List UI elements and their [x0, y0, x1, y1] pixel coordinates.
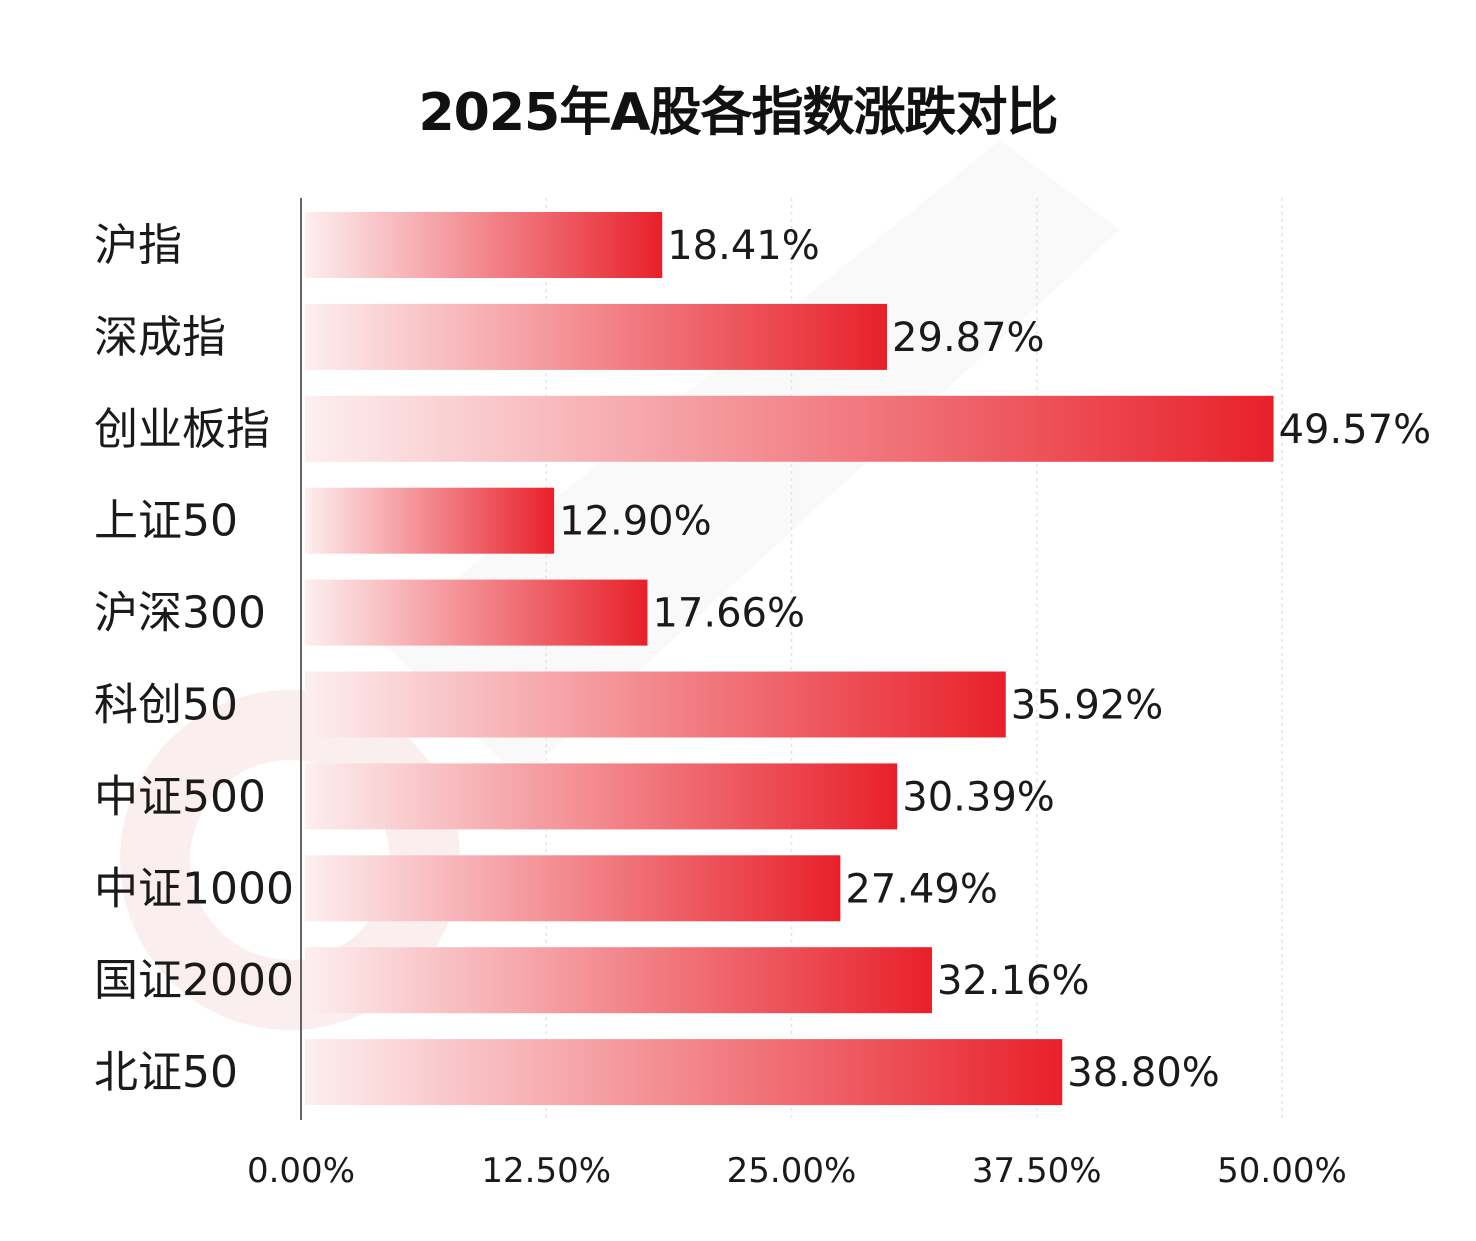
bar: [305, 303, 888, 370]
x-tick-label: 12.50%: [481, 1151, 611, 1191]
category-label: 中证1000: [94, 863, 294, 914]
bar: [305, 763, 898, 830]
bar: [305, 395, 1274, 462]
bar: [305, 1039, 1063, 1106]
category-label: 北证50: [94, 1047, 238, 1098]
data-label: 38.80%: [1067, 1050, 1220, 1096]
category-label: 科创50: [94, 680, 238, 731]
category-label: 上证50: [94, 496, 238, 547]
data-label: 17.66%: [652, 591, 805, 637]
bar: [305, 855, 841, 922]
x-tick-label: 37.50%: [972, 1151, 1102, 1191]
data-label: 49.57%: [1279, 407, 1432, 453]
data-label: 32.16%: [937, 958, 1090, 1004]
data-label: 18.41%: [667, 223, 820, 269]
bar: [305, 212, 663, 278]
category-label: 沪指: [94, 220, 182, 271]
bar: [305, 579, 648, 646]
x-tick-label: 25.00%: [727, 1151, 857, 1191]
bar: [305, 487, 555, 554]
data-label: 12.90%: [559, 499, 712, 545]
data-label: 29.87%: [892, 315, 1045, 361]
data-label: 35.92%: [1011, 683, 1164, 729]
category-label: 国证2000: [94, 955, 294, 1006]
data-label: 30.39%: [902, 774, 1055, 820]
category-label: 中证500: [94, 771, 266, 822]
bar: [305, 947, 932, 1014]
bars: 沪指 18.41% 深成指 29.87% 创业板指 49.57% 上证50 12.90% 沪深3…: [94, 212, 1432, 1106]
category-label: 深成指: [94, 312, 226, 363]
axes: 0.00% 12.50% 25.00% 37.50% 50.00%: [247, 198, 1347, 1191]
bar: [305, 671, 1006, 738]
chart-title: 2025年A股各指数涨跌对比: [418, 83, 1059, 143]
x-tick-label: 0.00%: [247, 1151, 355, 1191]
data-label: 27.49%: [845, 866, 998, 912]
category-label: 创业板指: [94, 404, 270, 455]
x-tick-label: 50.00%: [1217, 1151, 1347, 1191]
category-label: 沪深300: [94, 588, 266, 639]
